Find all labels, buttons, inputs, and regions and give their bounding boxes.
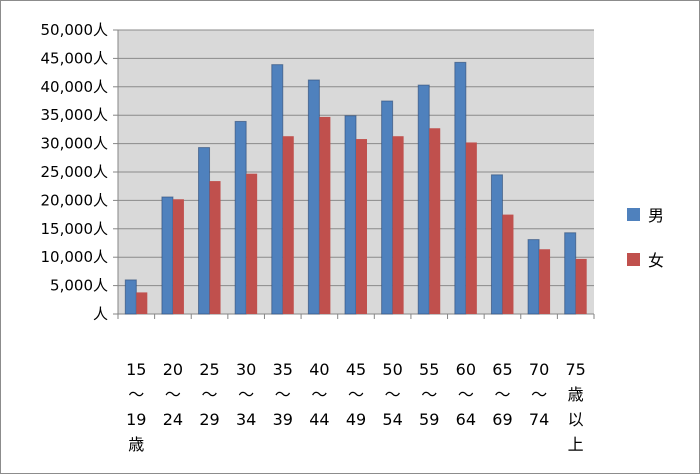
y-tick-label: 40,000人 — [41, 78, 109, 96]
bar-female — [319, 116, 331, 315]
bar-female — [356, 139, 367, 314]
y-axis: 人 5,000人 10,000人 15,000人 20,000人 25,000人 30,00… — [41, 21, 119, 323]
y-tick-label: 50,000人 — [41, 21, 109, 39]
bar-female — [282, 136, 294, 314]
x-tick-label: 55 ～ 59 — [419, 360, 439, 429]
legend-label: 女 — [648, 251, 664, 270]
bar-male — [307, 79, 320, 315]
x-tick-label: 15 ～ 19 歳 — [126, 360, 146, 454]
bar-male — [490, 174, 503, 315]
legend: 男女 — [627, 206, 664, 270]
x-tick-label: 35 ～ 39 — [273, 360, 293, 429]
bar-male — [381, 100, 394, 315]
bar-female — [136, 292, 148, 314]
bar-female — [172, 199, 184, 314]
x-tick-label: 65 ～ 69 — [492, 360, 512, 429]
bar-male — [198, 147, 211, 315]
bar-male — [271, 64, 284, 315]
bar-male — [124, 279, 137, 315]
x-tick-label: 70 ～ 74 — [529, 360, 549, 429]
y-tick-label: 25,000人 — [41, 163, 109, 181]
x-tick-label: 45 ～ 49 — [346, 360, 366, 429]
bar-female — [246, 173, 258, 314]
bar-male — [417, 84, 430, 315]
bar-female — [502, 214, 514, 314]
y-tick-label: 人 — [93, 305, 108, 323]
bar-male — [527, 239, 540, 315]
bar-female — [392, 136, 404, 314]
bar-female — [575, 258, 587, 314]
y-tick-label: 5,000人 — [50, 277, 108, 295]
legend-swatch — [627, 253, 640, 266]
bar-female — [539, 249, 551, 314]
x-tick-label: 25 ～ 29 — [199, 360, 219, 429]
legend-label: 男 — [648, 206, 664, 225]
legend-swatch — [627, 208, 640, 221]
bars — [124, 61, 587, 315]
x-tick-label: 40 ～ 44 — [309, 360, 329, 429]
x-axis: 15 ～ 19 歳 20 ～ 24 25 ～ 29 30 ～ 34 35 ～ 39 40 ～ 44 45 ～ 49 50 ～ 5… — [117, 313, 595, 454]
x-tick-label: 50 ～ 54 — [382, 360, 402, 429]
bar-male — [454, 61, 467, 315]
bar-male — [344, 115, 357, 315]
x-tick-label: 30 ～ 34 — [236, 360, 256, 429]
bar-female — [465, 142, 477, 314]
x-tick-label: 60 ～ 64 — [456, 360, 476, 429]
bar-male — [161, 196, 174, 315]
bar-male — [234, 120, 247, 315]
y-tick-label: 45,000人 — [41, 49, 109, 67]
y-tick-label: 20,000人 — [41, 191, 109, 209]
y-tick-label: 15,000人 — [41, 220, 109, 238]
y-tick-label: 10,000人 — [41, 248, 109, 266]
bar-female — [429, 128, 441, 314]
y-tick-label: 30,000人 — [41, 135, 109, 153]
bar-female — [209, 181, 221, 314]
x-tick-label: 20 ～ 24 — [163, 360, 183, 429]
bar-male — [564, 232, 577, 315]
x-tick-label: 75 歳以上 — [566, 360, 586, 454]
y-tick-label: 35,000人 — [41, 106, 109, 124]
